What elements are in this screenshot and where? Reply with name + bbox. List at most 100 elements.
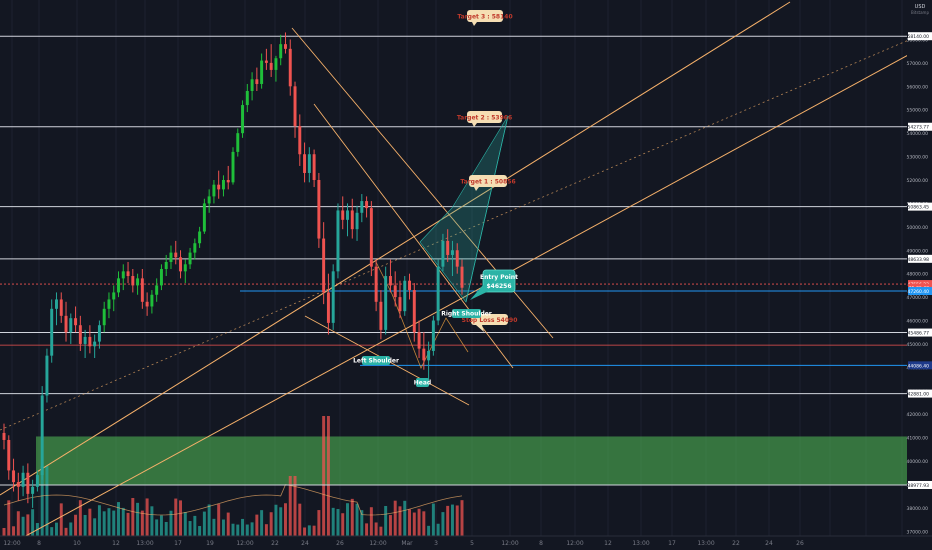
candle-body <box>155 285 159 295</box>
price-tick: 38000.00 <box>907 506 929 512</box>
target-tag[interactable] <box>467 10 503 22</box>
volume-bar <box>255 514 259 536</box>
candle-body <box>198 231 202 244</box>
volume-bar <box>136 502 140 536</box>
price-tick: 37000.00 <box>907 529 929 535</box>
candle-body <box>2 432 6 440</box>
volume-bar <box>322 416 326 536</box>
candle-body <box>112 292 116 300</box>
volume-bar <box>88 508 92 536</box>
price-marker-bg <box>908 361 932 370</box>
candle-body <box>326 292 330 323</box>
volume-bar <box>69 522 73 536</box>
volume-bar <box>45 466 49 536</box>
demand-zone-rect[interactable] <box>36 436 907 485</box>
volume-bar <box>441 512 445 536</box>
candle-body <box>408 280 411 291</box>
volume-bar <box>97 505 101 536</box>
price-tick: 47000.00 <box>907 295 929 301</box>
candle-body <box>446 240 450 255</box>
price-tick: 40000.00 <box>907 459 929 465</box>
volume-bar <box>78 500 82 536</box>
candle-body <box>140 278 144 302</box>
price-tick: 53000.00 <box>907 155 929 161</box>
price-marker: 38977.93 <box>908 483 930 489</box>
volume-bar <box>312 525 316 536</box>
candle-body <box>317 180 321 239</box>
candle-body <box>455 250 459 267</box>
entry-point-box[interactable] <box>482 269 516 293</box>
volume-bar <box>31 509 35 536</box>
target-tag-pointer <box>472 22 477 26</box>
candle-body <box>346 210 349 220</box>
volume-bar <box>202 511 206 536</box>
candle-body <box>341 210 345 220</box>
volume-bar <box>212 518 216 536</box>
volume-bar <box>12 526 16 536</box>
candle-body <box>12 470 16 483</box>
price-tick: 42000.00 <box>907 412 929 418</box>
candle-body <box>422 348 426 361</box>
mid-channel-line[interactable] <box>0 29 932 431</box>
volume-bar <box>159 515 163 536</box>
volume-bar <box>317 510 321 536</box>
projection-line[interactable] <box>465 115 509 303</box>
candle-body <box>188 252 192 265</box>
time-label: 12:00 <box>236 540 253 547</box>
target-tag[interactable] <box>469 175 507 187</box>
candle-body <box>7 439 11 471</box>
candle-body <box>231 151 235 183</box>
volume-bar <box>412 512 416 536</box>
price-marker-bg <box>908 32 932 41</box>
candle-body <box>50 308 54 356</box>
candle-body <box>97 325 101 342</box>
candle-body <box>245 91 249 106</box>
volume-bar <box>155 519 159 536</box>
price-marker-bg <box>908 254 932 263</box>
volume-bar <box>379 526 383 536</box>
volume-bar <box>360 510 364 536</box>
volume-bar <box>331 507 335 536</box>
volume-bar <box>164 521 168 536</box>
annotations[interactable]: Target 3 : 58140 Target 2 : 53966 Target 1… <box>353 10 518 387</box>
time-label: 12:00 <box>501 540 518 547</box>
candle-body <box>355 212 359 230</box>
volume-bar <box>131 498 135 536</box>
upper-channel-line[interactable] <box>0 1 791 496</box>
candle-body <box>59 299 63 316</box>
candle-body <box>336 210 340 272</box>
volume-bar <box>460 500 464 536</box>
candle-body <box>150 294 154 307</box>
candle-body <box>293 86 297 127</box>
volume-bar <box>455 505 459 536</box>
time-label: 12:00 <box>3 540 20 547</box>
candle-body <box>217 184 221 190</box>
time-label: 13:00 <box>136 540 153 547</box>
candle-body <box>212 184 216 197</box>
volume-bar <box>112 510 116 536</box>
candle-body <box>260 60 264 84</box>
volume-bar <box>64 527 68 536</box>
volume-bar <box>288 476 292 536</box>
time-label: 17 <box>668 540 676 547</box>
lower-channel-line[interactable] <box>0 41 932 550</box>
volume-bar <box>145 498 149 536</box>
horizontal-levels[interactable] <box>0 35 907 486</box>
candle-body <box>312 154 316 180</box>
candle-body <box>193 243 197 253</box>
volume-bar <box>260 510 264 536</box>
candle-body <box>221 180 225 190</box>
candle-body <box>441 240 445 267</box>
candle-body <box>303 154 307 173</box>
volume-bar <box>436 523 440 536</box>
candle-body <box>45 355 49 396</box>
price-marker-bg <box>908 480 932 489</box>
time-label: 10 <box>73 540 81 547</box>
candle-body <box>207 196 211 204</box>
candle-body <box>55 299 58 309</box>
volume-bar <box>55 522 58 536</box>
volume-bar <box>117 502 120 536</box>
candle-body <box>393 285 397 298</box>
target-tag[interactable] <box>467 111 502 123</box>
